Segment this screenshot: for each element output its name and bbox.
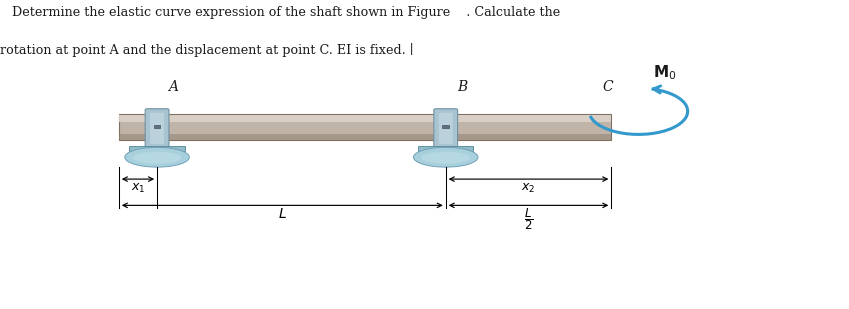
Text: $\dfrac{L}{2}$: $\dfrac{L}{2}$ bbox=[524, 206, 533, 232]
Bar bbox=[442, 125, 449, 128]
Ellipse shape bbox=[421, 152, 470, 164]
Bar bbox=[419, 146, 474, 151]
Text: C: C bbox=[603, 80, 614, 94]
Text: A: A bbox=[168, 80, 178, 94]
Ellipse shape bbox=[125, 147, 189, 167]
FancyBboxPatch shape bbox=[145, 109, 169, 147]
FancyBboxPatch shape bbox=[434, 109, 458, 147]
Ellipse shape bbox=[413, 147, 478, 167]
Text: rotation at point A and the displacement at point C. EI is fixed. ∣: rotation at point A and the displacement… bbox=[0, 43, 413, 57]
FancyBboxPatch shape bbox=[150, 113, 164, 144]
Bar bbox=[119, 115, 611, 122]
Text: $x_1$: $x_1$ bbox=[131, 182, 145, 195]
Ellipse shape bbox=[132, 152, 181, 164]
Text: B: B bbox=[457, 80, 467, 94]
Bar bbox=[129, 146, 184, 151]
Text: $\mathbf{M}_0$: $\mathbf{M}_0$ bbox=[653, 63, 677, 82]
Bar bbox=[154, 125, 160, 128]
Text: $x_2$: $x_2$ bbox=[521, 182, 536, 195]
Bar bbox=[119, 134, 611, 140]
Text: Determine the elastic curve expression of the shaft shown in Figure    . Calcula: Determine the elastic curve expression o… bbox=[0, 6, 560, 19]
FancyBboxPatch shape bbox=[439, 113, 453, 144]
Bar bbox=[119, 114, 611, 140]
Text: $L$: $L$ bbox=[278, 207, 287, 221]
